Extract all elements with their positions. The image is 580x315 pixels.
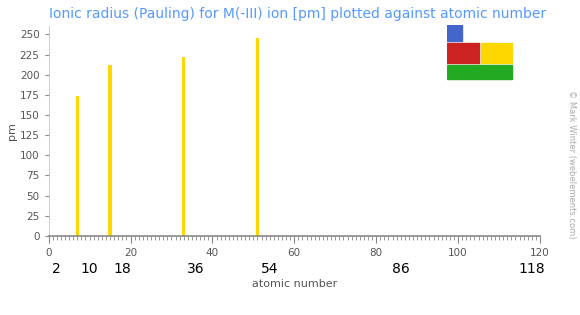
Bar: [256, 38, 259, 236]
Bar: [108, 65, 112, 236]
Text: Ionic radius (Pauling) for M(-III) ion [pm] plotted against atomic number: Ionic radius (Pauling) for M(-III) ion […: [49, 7, 546, 21]
Bar: [447, 25, 462, 41]
Y-axis label: pm: pm: [7, 122, 17, 140]
Bar: [447, 43, 479, 63]
Bar: [75, 96, 79, 236]
Text: © Mark Winter (webelements.com): © Mark Winter (webelements.com): [567, 89, 576, 238]
Bar: [182, 57, 186, 236]
X-axis label: atomic number: atomic number: [252, 279, 337, 289]
Bar: [447, 65, 512, 79]
Bar: [481, 43, 512, 63]
